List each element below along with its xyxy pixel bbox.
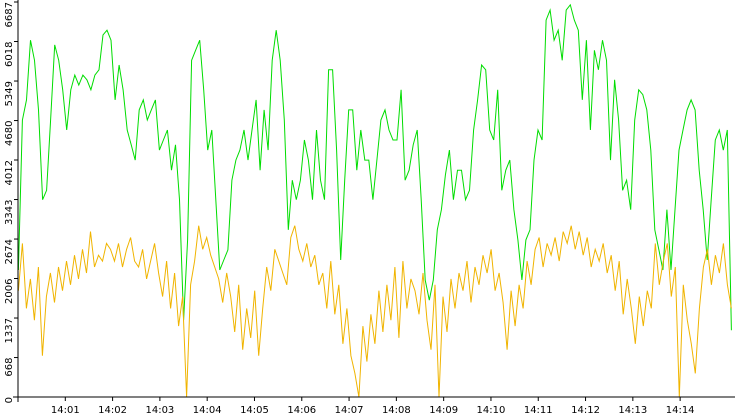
y-tick-label: 2006 <box>4 279 15 304</box>
y-tick-label: 1337 <box>4 318 15 343</box>
x-tick-label: 14:03 <box>145 405 174 415</box>
x-tick-label: 14:10 <box>477 405 506 415</box>
y-tick-label: 5349 <box>4 81 15 106</box>
series-line <box>17 3 732 331</box>
y-tick-label: 4680 <box>4 121 15 146</box>
x-tick-label: 14:13 <box>618 405 647 415</box>
y-tick-label: 668 <box>4 358 15 377</box>
y-tick-label: 0 <box>4 397 15 403</box>
y-tick-label: 6687 <box>4 2 15 27</box>
x-tick-label: 14:04 <box>193 405 222 415</box>
y-tick-label: 2674 <box>4 239 15 264</box>
x-tick-label: 14:02 <box>98 405 127 415</box>
x-tick-label: 14:11 <box>524 405 553 415</box>
x-tick-label: 14:05 <box>240 405 269 415</box>
x-tick-label: 14:08 <box>382 405 411 415</box>
y-tick-label: 3343 <box>4 200 15 225</box>
y-tick-label: 4012 <box>4 160 15 185</box>
x-tick-label: 14:07 <box>335 405 364 415</box>
x-tick-label: 14:12 <box>571 405 600 415</box>
y-tick-label: 6018 <box>4 42 15 67</box>
x-tick-label: 14:09 <box>429 405 458 415</box>
x-tick-label: 14:06 <box>287 405 316 415</box>
series-line <box>17 225 732 398</box>
x-tick-label: 14:01 <box>51 405 80 415</box>
x-tick-label: 14:14 <box>666 405 695 415</box>
